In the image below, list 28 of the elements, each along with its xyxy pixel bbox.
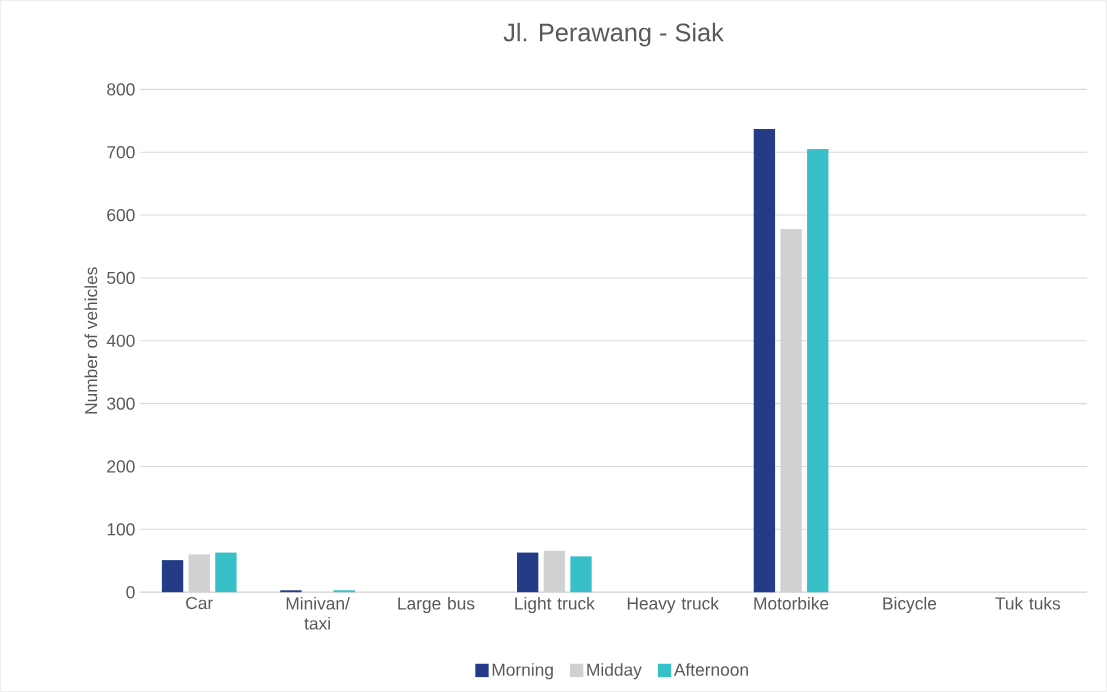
y-tick-label: 700 — [107, 145, 135, 159]
x-tick-label: Tuk tuks — [995, 596, 1061, 610]
chart-title: Jl. Perawang - Siak — [503, 22, 724, 47]
bar — [807, 148, 829, 593]
bar — [215, 552, 237, 593]
y-tick-label: 600 — [107, 208, 135, 222]
legend-label: Afternoon — [673, 663, 748, 676]
y-axis-title: Number of vehicles — [84, 267, 98, 414]
bar — [753, 128, 776, 593]
x-tick-label: Motorbike — [754, 596, 829, 610]
y-tick-label: 200 — [107, 460, 135, 473]
x-tick-label: Car — [186, 596, 213, 610]
bar — [570, 556, 592, 593]
legend-label: Midday — [587, 663, 642, 680]
y-tick-label: 500 — [107, 271, 135, 284]
y-tick-label: 800 — [107, 83, 135, 96]
y-tick-label: 0 — [126, 585, 135, 599]
x-tick-label: Minivan/ taxi — [286, 596, 350, 630]
bar — [516, 552, 539, 593]
x-tick-label: Bicycle — [883, 596, 937, 613]
bar — [161, 560, 184, 593]
x-tick-label: Heavy truck — [627, 596, 719, 613]
y-tick-label: 100 — [107, 523, 135, 536]
y-tick-label: 300 — [107, 397, 135, 410]
legend-label: Morning — [492, 663, 553, 680]
y-tick-label: 400 — [106, 334, 135, 347]
x-tick-label: Light truck — [515, 596, 595, 613]
x-tick-label: Large bus — [398, 596, 475, 613]
